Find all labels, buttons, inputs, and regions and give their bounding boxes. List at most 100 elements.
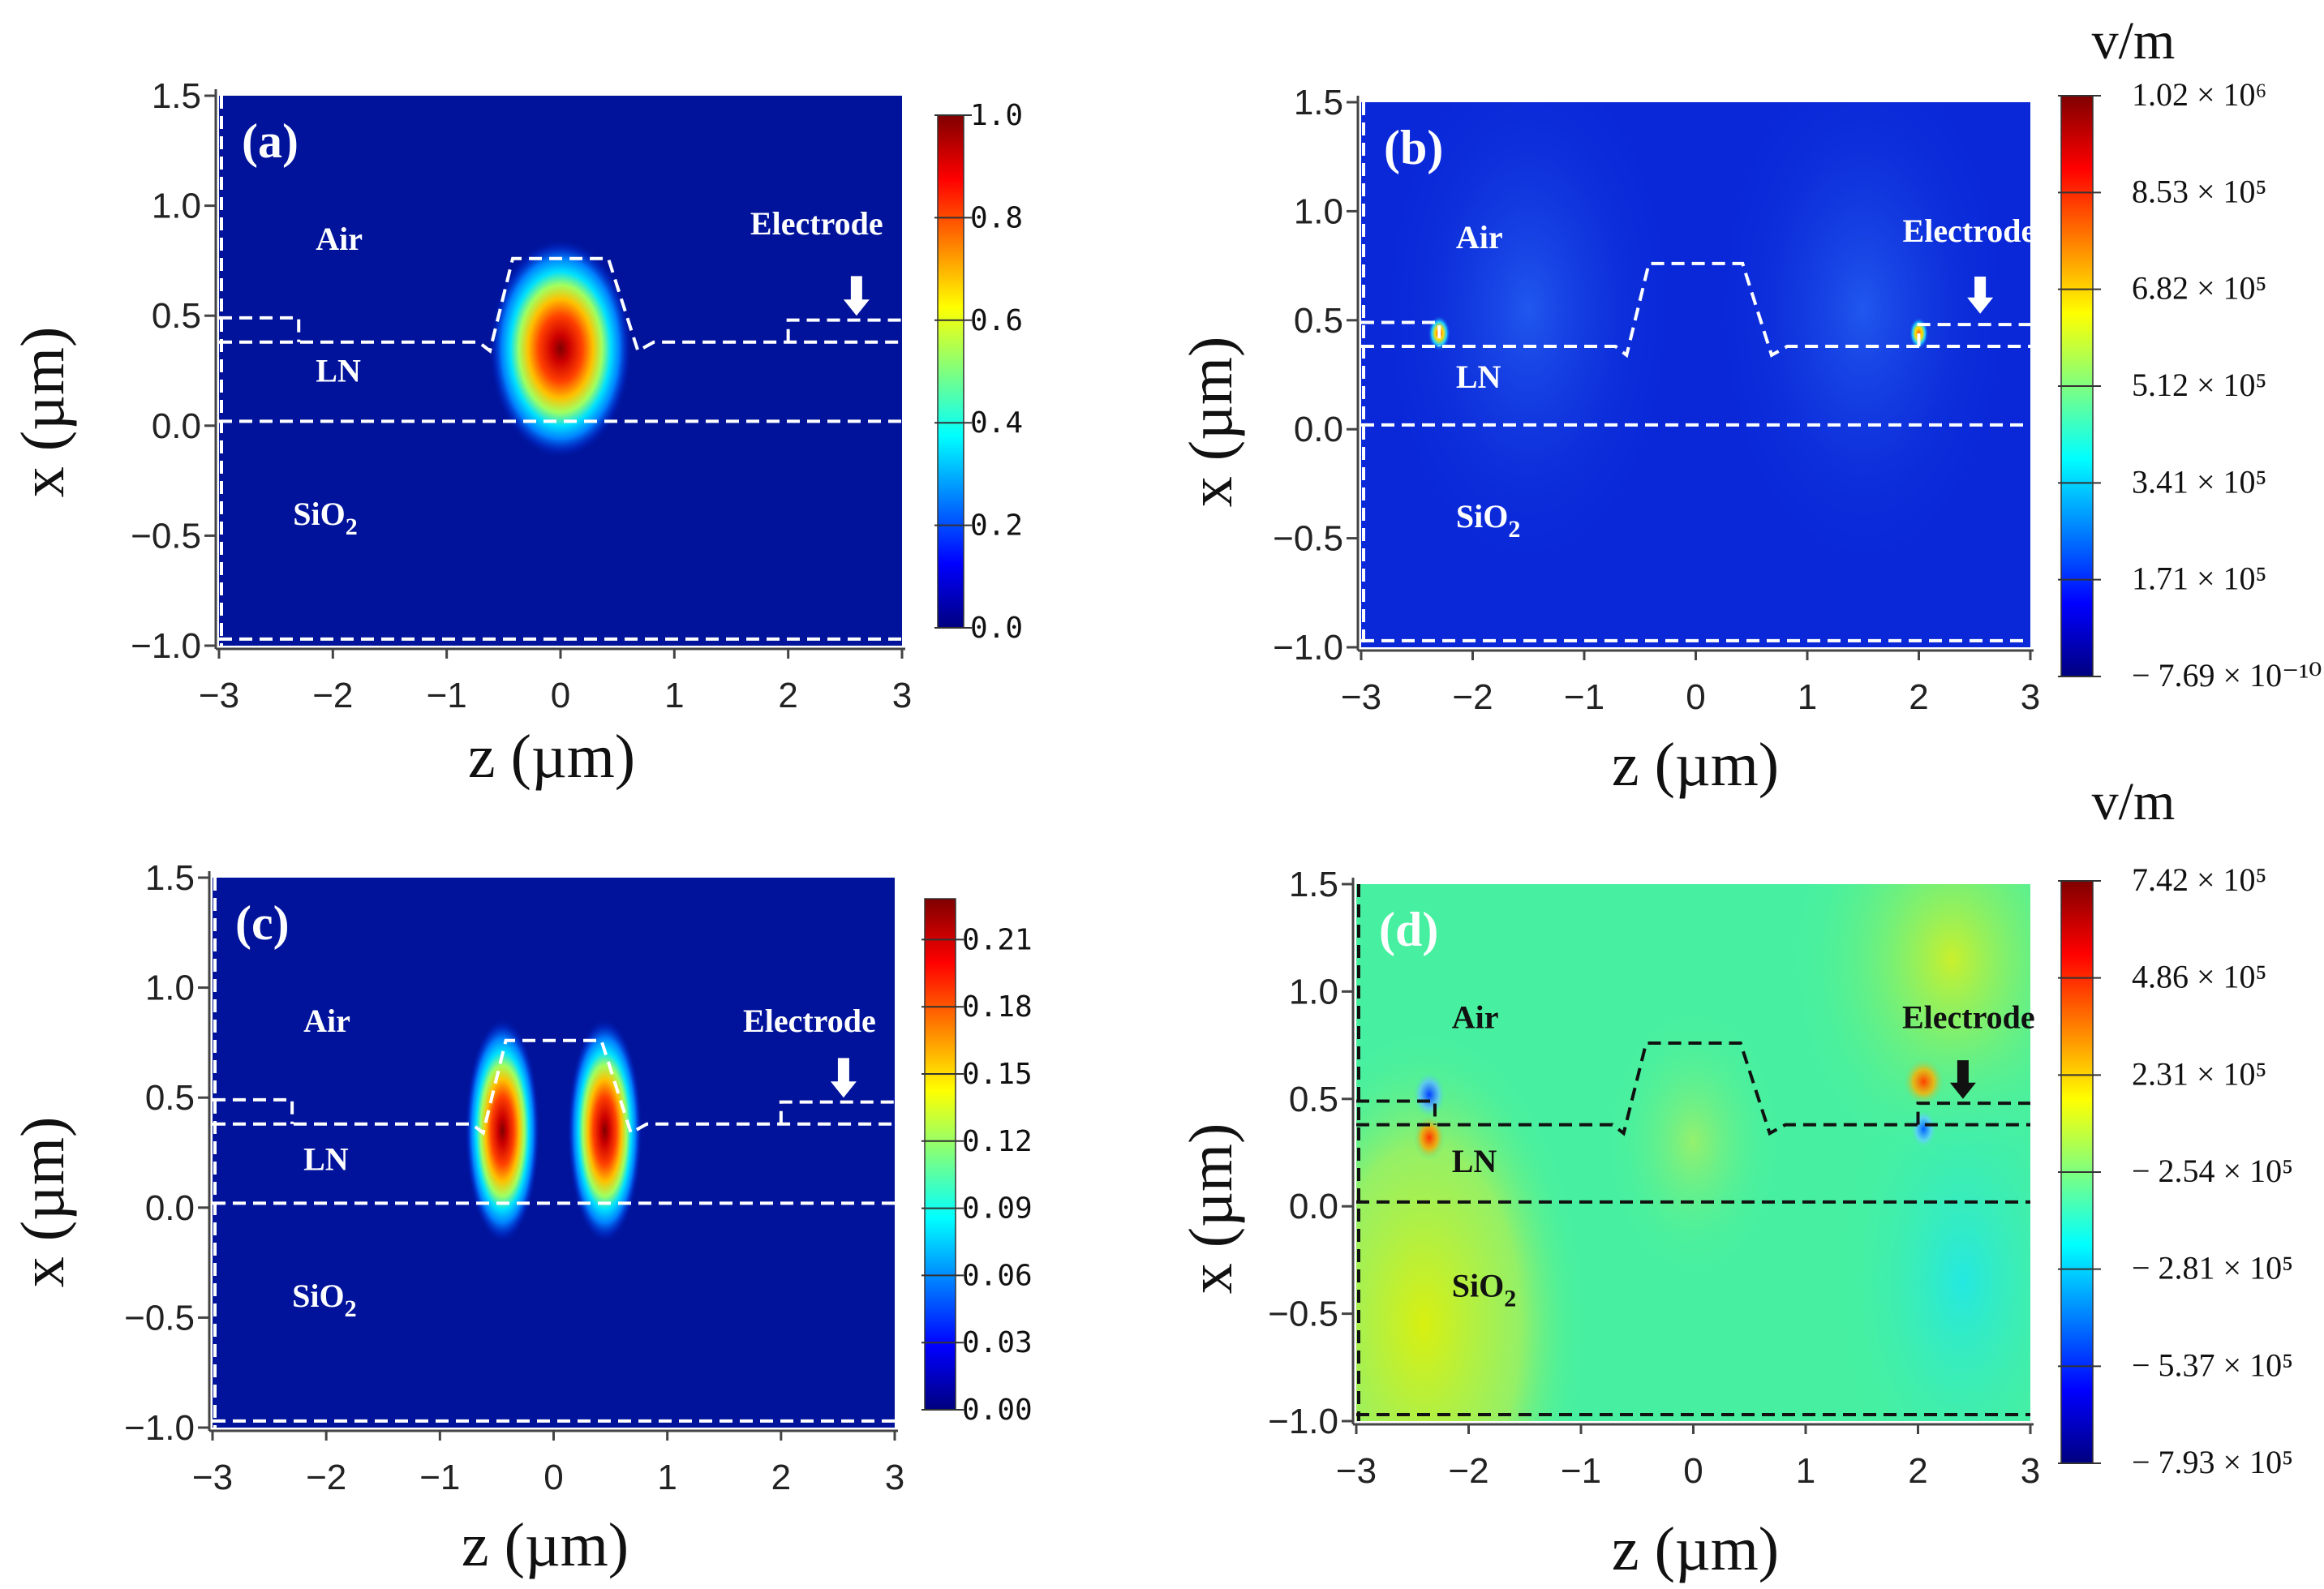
- colorbar-tick-label: 4.86 × 10⁵: [2132, 959, 2267, 995]
- field-glow-left: [1374, 102, 1682, 582]
- region-label: Air: [1456, 219, 1503, 256]
- region-label: Air: [303, 1003, 350, 1039]
- electrode-arrow: [1967, 277, 1994, 314]
- y-tick-label: 1.5: [152, 76, 201, 116]
- waveguide-outline: [1361, 261, 2030, 359]
- panel-c: −3 −2 −1 0 1 2 3 −1.0 −0.5 0.0 0.5 1.0 1.5 z (µm) x (µ…: [9, 858, 1033, 1579]
- colorbar-tick-label: − 2.54 × 10⁵: [2132, 1153, 2293, 1189]
- y-tick-label: −0.5: [124, 1298, 195, 1338]
- y-tick-label: 0.0: [145, 1188, 195, 1228]
- colorbar-tick-label: 0.00: [962, 1394, 1033, 1427]
- heatmap-field: [488, 238, 633, 459]
- y-tick-label: 0.5: [1289, 1080, 1338, 1119]
- y-tick-label: 0.0: [152, 406, 201, 446]
- field-spot-electrode: [1902, 1057, 1945, 1106]
- y-tick-label: 0.0: [1294, 410, 1343, 449]
- x-axis-title: z (µm): [1612, 731, 1779, 799]
- x-tick-label: −2: [1452, 677, 1493, 717]
- x-tick-label: 2: [1908, 1451, 1927, 1491]
- x-tick-label: 2: [771, 1458, 791, 1497]
- y-tick-label: 1.0: [152, 187, 201, 226]
- region-text: Air: [1452, 998, 1499, 1035]
- colorbar-tick-label: 5.12 × 10⁵: [2132, 367, 2267, 403]
- x-tick-label: 1: [1796, 1451, 1815, 1491]
- colorbar-tick-label: 0.15: [962, 1058, 1033, 1091]
- heatmap-field: [465, 1017, 642, 1243]
- colorbar-tick-label: 0.03: [962, 1326, 1033, 1359]
- colorbar-tick-label: 0.06: [962, 1259, 1033, 1292]
- field-lobe-right: [567, 1017, 642, 1243]
- electrode-arrow: [1949, 1060, 1976, 1099]
- colorbar-unit: v/m: [2092, 772, 2176, 831]
- x-tick-label: 1: [664, 676, 684, 715]
- region-subscript: 2: [345, 1295, 357, 1322]
- electrode-label: Electrode: [750, 205, 883, 242]
- left-electrode-outline: [219, 316, 301, 342]
- region-text: SiO: [1452, 1267, 1504, 1303]
- field-mode-peak: [488, 238, 633, 459]
- y-tick-label: −1.0: [1268, 1402, 1338, 1441]
- field-spot-electrode-low: [1910, 1109, 1937, 1149]
- electrode-label: Electrode: [1903, 213, 2036, 249]
- region-label: LN: [303, 1141, 349, 1178]
- y-tick-label: 1.5: [1289, 865, 1338, 904]
- panel-label: (a): [242, 114, 299, 168]
- x-tick-label: −3: [1336, 1451, 1377, 1491]
- y-axis-title: x (µm): [1177, 337, 1245, 508]
- field-lobe-left: [465, 1017, 540, 1243]
- y-tick-label: −1.0: [131, 626, 201, 666]
- region-label: Air: [316, 221, 363, 257]
- electrode-arrow: [843, 276, 870, 316]
- x-tick-label: 0: [1686, 677, 1705, 717]
- panel-label: (b): [1384, 121, 1443, 174]
- y-axis-title: x (µm): [9, 327, 77, 498]
- x-tick-label: −1: [427, 676, 467, 715]
- electrode-label: Electrode: [1902, 998, 2035, 1035]
- colorbar-unit: v/m: [2092, 11, 2176, 71]
- x-tick-label: −2: [1448, 1451, 1488, 1491]
- region-label: LN: [1452, 1143, 1497, 1179]
- x-tick-label: 1: [1798, 677, 1817, 717]
- x-tick-label: −1: [1564, 677, 1604, 717]
- region-label: SiO2: [1452, 1267, 1516, 1312]
- colorbar-tick-label: − 5.37 × 10⁵: [2132, 1346, 2293, 1383]
- region-text: LN: [1452, 1143, 1497, 1179]
- colorbar-tick-label: 7.42 × 10⁵: [2132, 861, 2267, 898]
- waveguide-outline: [213, 1038, 895, 1136]
- x-tick-label: 3: [2021, 1451, 2040, 1491]
- region-label: SiO2: [292, 1278, 356, 1322]
- electrode-arrow: [830, 1058, 857, 1098]
- x-tick-label: −1: [419, 1458, 460, 1497]
- colorbar-tick-label: 2.31 × 10⁵: [2132, 1055, 2267, 1092]
- right-electrode-outline: [786, 318, 902, 342]
- x-tick-label: 0: [1683, 1451, 1703, 1491]
- panel-label: (d): [1379, 903, 1438, 956]
- colorbar-tick-label: 1.02 × 10⁶: [2132, 76, 2267, 113]
- colorbar-tick-label: 0.21: [962, 923, 1033, 956]
- colorbar-tick-label: 0.12: [962, 1125, 1033, 1158]
- y-tick-label: 0.5: [1294, 301, 1343, 341]
- colorbar-tick-label: 0.8: [970, 201, 1023, 234]
- field-ridge-glow: [1605, 1007, 1781, 1277]
- right-electrode-outline: [1916, 1102, 2030, 1125]
- colorbar-tick-label: − 7.69 × 10⁻¹⁰: [2132, 657, 2322, 694]
- region-subscript: 2: [346, 513, 358, 540]
- colorbar-tick-label: 6.82 × 10⁵: [2132, 270, 2267, 307]
- y-tick-label: 1.5: [145, 858, 195, 898]
- region-text: LN: [316, 353, 361, 389]
- heatmap-background: [213, 878, 895, 1428]
- y-axis-title: x (µm): [1177, 1123, 1245, 1295]
- colorbar: [937, 114, 964, 629]
- heatmap-field: [1356, 884, 2030, 1421]
- y-tick-label: 0.5: [145, 1078, 195, 1118]
- region-label: LN: [316, 353, 361, 389]
- y-tick-label: −0.5: [1273, 519, 1343, 559]
- heatmap-field: [1374, 102, 2017, 647]
- field-spot-ln: [1413, 1114, 1446, 1161]
- region-subscript: 2: [1504, 1285, 1516, 1312]
- panel-d: −3 −2 −1 0 1 2 3 −1.0 −0.5 0.0 0.5 1.0 1.5 z (µm) x (µ…: [1177, 772, 2293, 1583]
- left-electrode-outline: [1356, 1099, 1437, 1125]
- x-tick-label: −3: [1341, 677, 1381, 717]
- field-cool-right: [1828, 1040, 2030, 1421]
